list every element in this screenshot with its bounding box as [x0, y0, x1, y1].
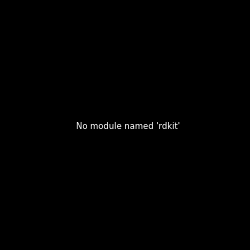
Text: No module named 'rdkit': No module named 'rdkit': [76, 122, 180, 131]
